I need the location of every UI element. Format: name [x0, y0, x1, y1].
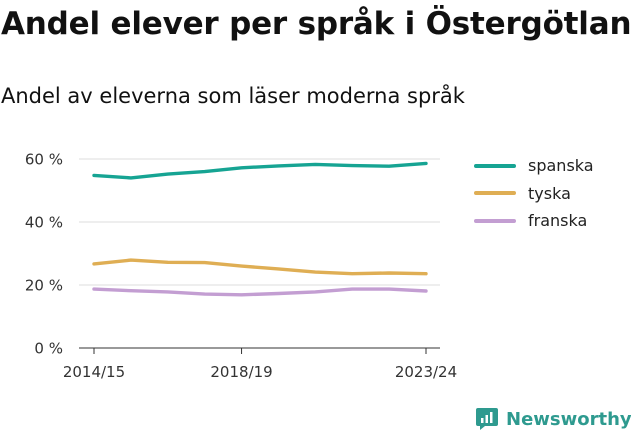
legend-item-franska: franska: [474, 207, 594, 235]
legend-item-tyska: tyska: [474, 180, 594, 208]
legend-label: spanska: [528, 156, 594, 176]
series-line-tyska: [92, 258, 428, 276]
chart-subtitle: Andel av eleverna som läser moderna språ…: [1, 84, 465, 108]
legend-swatch: [474, 163, 516, 168]
legend-label: tyska: [528, 183, 571, 203]
series-line-spanska: [92, 161, 428, 180]
x-tick-label: 2014/15: [63, 363, 125, 381]
x-tick-label: 2023/24: [395, 363, 457, 381]
newsworthy-brand: Newsworthy: [476, 408, 631, 430]
y-tick-label: 60 %: [25, 151, 63, 169]
legend-item-spanska: spanska: [474, 152, 594, 180]
legend-swatch: [474, 191, 516, 196]
bar-chart-logo-icon: [476, 408, 498, 430]
y-tick-label: 20 %: [25, 277, 63, 295]
chart-title: Andel elever per språk i Östergötland: [1, 6, 631, 42]
series-line-franska: [92, 287, 428, 297]
x-tick-label: 2018/19: [210, 363, 272, 381]
y-tick-label: 40 %: [25, 214, 63, 232]
y-tick-label: 0 %: [34, 340, 63, 358]
brand-name: Newsworthy: [506, 408, 631, 430]
legend-label: franska: [528, 211, 588, 231]
chart-legend: spanska tyska franska: [474, 152, 594, 235]
legend-swatch: [474, 218, 516, 223]
